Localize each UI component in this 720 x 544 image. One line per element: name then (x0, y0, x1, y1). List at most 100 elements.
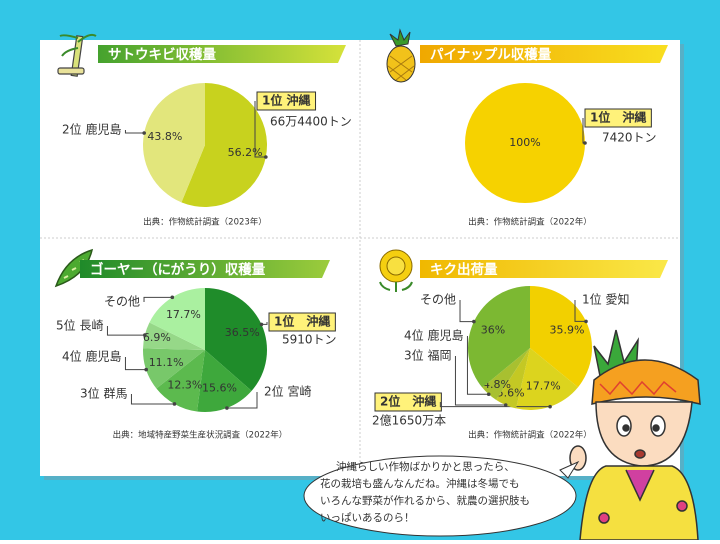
value-label: 17.7% (166, 308, 201, 321)
value-label: 6.9% (143, 331, 171, 344)
category-label: 1位 沖縄 (590, 110, 646, 125)
pie-slice (467, 286, 530, 388)
value-label: 5.6% (497, 387, 525, 400)
highlight-box (268, 312, 336, 332)
value-label: 11.1% (149, 356, 184, 369)
pie-slice (205, 288, 268, 391)
value-label: 56.2% (228, 146, 263, 159)
value-label: 100% (509, 136, 540, 149)
highlight-box (374, 392, 442, 412)
leader-dot (264, 155, 268, 159)
category-label: 4位 鹿児島 (404, 328, 463, 343)
value-label: 17.7% (526, 380, 561, 393)
leader-dot (172, 402, 177, 406)
category-label: 5位 長崎 (56, 318, 103, 333)
pie-slice (197, 350, 252, 412)
category-label: 1位 沖縄 (262, 93, 311, 108)
title-bar (420, 260, 668, 278)
amount-label: 2億1650万本 (372, 414, 446, 428)
leader-dot (142, 131, 146, 135)
category-label: その他 (104, 295, 140, 309)
value-label: 36% (481, 324, 505, 337)
leader-dot (259, 322, 264, 327)
pie-slice (142, 83, 205, 203)
leader-line (130, 394, 175, 405)
value-label: 4.8% (483, 378, 511, 391)
bubble-text: いっぱいあるのら！ (320, 512, 415, 524)
pie-slice (516, 348, 579, 410)
chart-title: ゴーヤー（にがうり）収穫量 (90, 261, 266, 278)
category-label: 2位 鹿児島 (62, 122, 121, 137)
leader-dot (486, 392, 491, 397)
value-label: 35.9% (549, 323, 584, 336)
title-bar (420, 45, 668, 63)
leader-line (261, 322, 268, 325)
leader-dot (503, 403, 508, 407)
mascot (569, 329, 701, 541)
category-label: 3位 福岡 (404, 348, 451, 363)
pie-slice (530, 286, 592, 388)
pie-slice (149, 288, 205, 350)
amount-label: 66万4400トン (270, 115, 352, 129)
value-label: 15.6% (202, 381, 237, 394)
value-label: 12.3% (167, 379, 202, 392)
sugarcane-icon (57, 33, 97, 77)
leader-dot (143, 333, 147, 337)
category-label: 1位 愛知 (582, 292, 629, 307)
source-note: 出典：作物統計調査（2023年） (143, 217, 267, 228)
pie-slice (482, 348, 530, 400)
leader-line (124, 130, 145, 134)
chart-title: サトウキビ収穫量 (108, 46, 216, 63)
category-label: 2位 宮崎 (264, 384, 311, 399)
pie-chart: ゴーヤー（にがうり）収穫量 36.5% 1位 沖縄 5910トン 15.6% 2位 宮崎 1… (56, 260, 337, 441)
leader-dot (584, 319, 588, 324)
amount-label: 7420トン (602, 131, 657, 145)
title-bar (80, 260, 330, 278)
leader-dot (548, 404, 552, 409)
leader-line (143, 296, 173, 302)
category-label: 4位 鹿児島 (62, 349, 121, 364)
pie-chart: キク出荷量 35.9% 1位 愛知 17.7% 2位 沖縄 2億1650万本 5.6% 3位 … (372, 260, 668, 441)
bubble-text: 花の栽培も盛んなんだね。沖縄は冬場でも (320, 477, 520, 490)
leader-dot (225, 406, 229, 410)
highlight-box (584, 108, 652, 128)
leader-line (124, 357, 147, 371)
amount-label: 5910トン (282, 333, 337, 347)
pie-slice (143, 322, 205, 350)
speech-bubble (303, 455, 577, 537)
leader-dot (472, 319, 476, 324)
pie-slice (143, 348, 205, 389)
chart-title: キク出荷量 (430, 261, 498, 278)
pie-slice (496, 348, 530, 409)
value-label: 36.5% (225, 326, 260, 339)
title-bar (98, 45, 346, 63)
category-label: 2位 沖縄 (380, 394, 436, 409)
category-label: 3位 群馬 (80, 386, 127, 401)
bubble-tail (559, 460, 580, 479)
pie-slice (156, 350, 205, 412)
highlight-box (256, 91, 317, 111)
chrysanthemum-icon (379, 249, 413, 292)
leader-dot (170, 295, 175, 300)
bubble-text: 沖縄らしい作物ばかりかと思ったら、 (336, 460, 515, 473)
pie-chart: サトウキビ収穫量 56.2% 1位 沖縄 66万4400トン 43.8% 2位 鹿児島出典… (62, 45, 352, 228)
value-label: 43.8% (147, 130, 182, 143)
chart-title: パイナップル収穫量 (430, 46, 552, 63)
source-note: 出典：地域特産野菜生産状況調査（2022年） (113, 430, 288, 441)
bubble-text: いろんな野菜が作れるから、就農の選択肢も (320, 494, 530, 507)
leader-line (254, 101, 266, 158)
category-label: その他 (420, 293, 456, 307)
source-note: 出典：作物統計調査（2022年） (468, 217, 592, 228)
pie-slice (465, 83, 585, 203)
category-label: 1位 沖縄 (274, 314, 330, 329)
leader-dot (144, 367, 148, 372)
leader-line (459, 300, 474, 323)
leader-line (466, 336, 489, 395)
leader-dot (583, 141, 587, 145)
pie-slice (181, 83, 267, 207)
source-note: 出典：作物統計調査（2022年） (468, 430, 592, 441)
leader-line (454, 356, 506, 406)
leader-line (574, 300, 587, 322)
